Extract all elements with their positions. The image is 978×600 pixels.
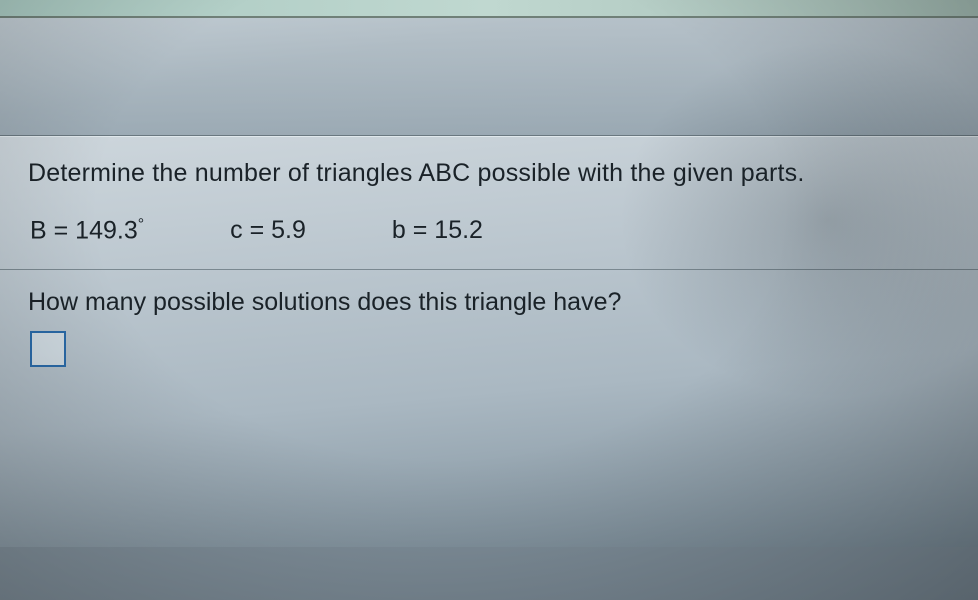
toolbar-region <box>0 18 978 136</box>
given-angle-b: B = 149.3° <box>30 216 144 245</box>
given-values-row: B = 149.3° c = 5.9 b = 15.2 <box>28 216 950 245</box>
given-side-c: c = 5.9 <box>230 216 306 245</box>
given-angle-b-value: B = 149.3 <box>30 216 138 244</box>
question-prompt: Determine the number of triangles ABC po… <box>28 159 950 188</box>
browser-tab-strip <box>0 0 978 18</box>
answer-input[interactable] <box>30 331 66 367</box>
sub-question-prompt: How many possible solutions does this tr… <box>28 288 950 317</box>
section-divider <box>0 269 978 270</box>
question-panel: Determine the number of triangles ABC po… <box>0 136 978 547</box>
given-side-b: b = 15.2 <box>392 216 483 245</box>
degree-symbol: ° <box>138 216 144 233</box>
